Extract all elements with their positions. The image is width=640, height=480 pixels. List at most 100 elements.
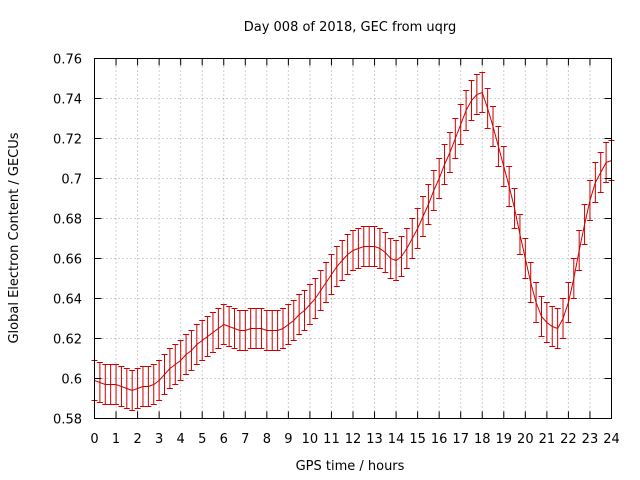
error-bar (446, 132, 453, 173)
x-tick-label: 15 (409, 432, 426, 447)
x-tick-label: 19 (496, 432, 513, 447)
error-bar (215, 308, 222, 349)
x-tick-label: 7 (241, 432, 249, 447)
error-bar (522, 238, 529, 279)
series-gec (91, 72, 615, 411)
error-bar (139, 366, 146, 407)
error-bar (177, 340, 184, 381)
error-bar (376, 228, 383, 269)
y-tick-label: 0.58 (53, 413, 82, 428)
y-tick-label: 0.76 (53, 53, 82, 68)
error-bar (333, 246, 340, 287)
error-bar (323, 262, 330, 303)
axis-ticks (94, 58, 612, 419)
x-tick-label: 10 (302, 432, 319, 447)
error-bar (188, 330, 195, 371)
error-bar (576, 230, 583, 271)
error-bar (468, 80, 475, 121)
error-bar (113, 364, 120, 405)
error-bar (414, 208, 421, 249)
error-bar (312, 278, 319, 319)
error-bar (231, 308, 238, 349)
x-tick-label: 20 (517, 432, 534, 447)
x-tick-label: 21 (539, 432, 556, 447)
error-bar (317, 270, 324, 311)
error-bar (516, 214, 523, 255)
error-bar (533, 282, 540, 323)
x-tick-label: 13 (366, 432, 383, 447)
x-tick-label: 4 (177, 432, 185, 447)
error-bar (586, 180, 593, 221)
error-bar (484, 88, 491, 129)
error-bar (102, 364, 109, 405)
x-tick-label: 6 (220, 432, 228, 447)
error-bar (123, 368, 130, 409)
error-bar (209, 312, 216, 353)
error-bar (161, 354, 168, 395)
x-tick-label: 9 (284, 432, 292, 447)
error-bar (172, 344, 179, 385)
error-bar (473, 74, 480, 115)
x-tick-label: 1 (112, 432, 120, 447)
x-tick-label: 23 (582, 432, 599, 447)
x-tick-label: 16 (431, 432, 448, 447)
y-tick-labels: 0.58 0.6 0.62 0.64 0.66 0.68 0.7 0.72 0.74 0.76 (53, 53, 82, 428)
error-bar (199, 320, 206, 361)
error-bar (306, 284, 313, 325)
error-bar (430, 170, 437, 211)
y-tick-label: 0.68 (53, 213, 82, 228)
x-tick-label: 14 (388, 432, 405, 447)
error-bar (479, 72, 486, 113)
error-bar (403, 228, 410, 269)
error-bar (279, 308, 286, 349)
y-tick-label: 0.7 (61, 173, 82, 188)
error-bar (597, 152, 604, 193)
error-bar (360, 226, 367, 267)
error-bar (263, 310, 270, 351)
error-bar (285, 304, 292, 345)
error-bar (554, 308, 561, 349)
error-bar (549, 306, 556, 347)
error-bar (436, 158, 443, 199)
x-tick-label: 3 (155, 432, 163, 447)
error-bar (193, 324, 200, 365)
x-axis-title: GPS time / hours (296, 459, 405, 474)
error-bar (145, 366, 152, 407)
error-bar (253, 308, 260, 349)
error-bar (220, 304, 227, 345)
error-bar (134, 368, 141, 409)
error-bar (382, 232, 389, 273)
error-bar (96, 362, 103, 403)
error-bar (495, 126, 502, 167)
error-bar (511, 188, 518, 229)
y-tick-label: 0.62 (53, 333, 82, 348)
error-bar (166, 348, 173, 389)
error-bar (274, 310, 281, 351)
error-bar (118, 366, 125, 407)
y-tick-label: 0.64 (53, 293, 82, 308)
error-bar (560, 298, 567, 339)
x-tick-labels: 0 1 2 3 4 5 6 7 8 9 10 11 12 13 14 15 16 17 18 19 20 21 22 23 24 (90, 432, 619, 447)
x-tick-label: 11 (323, 432, 340, 447)
error-bar (570, 258, 577, 299)
error-bar (527, 262, 534, 303)
error-bar (441, 144, 448, 185)
y-tick-label: 0.74 (53, 93, 82, 108)
error-bar (247, 308, 254, 349)
y-tick-label: 0.66 (53, 253, 82, 268)
error-bar (296, 294, 303, 335)
y-axis-title: Global Electron Content / GECUs (7, 132, 22, 343)
x-tick-label: 0 (90, 432, 98, 447)
x-tick-label: 12 (345, 432, 362, 447)
error-bar (409, 218, 416, 259)
error-bar (355, 228, 362, 269)
x-tick-label: 24 (603, 432, 620, 447)
error-bar (463, 90, 470, 131)
error-bar (592, 162, 599, 203)
error-bar (506, 166, 513, 207)
y-tick-label: 0.72 (53, 133, 82, 148)
error-bar (425, 184, 432, 225)
x-tick-label: 18 (474, 432, 491, 447)
